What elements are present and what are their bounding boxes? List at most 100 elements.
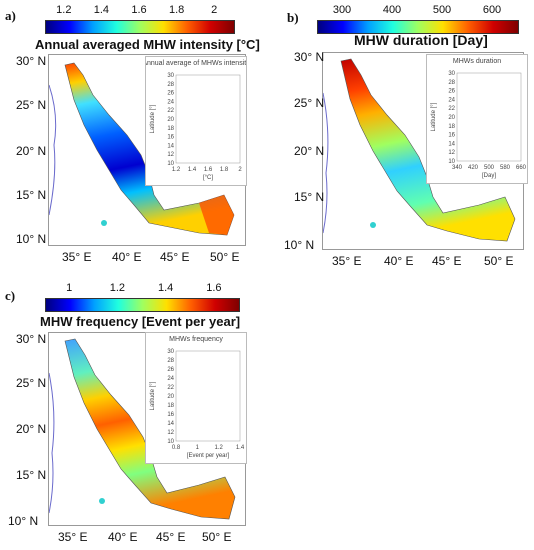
lat-label: 20° N — [16, 144, 47, 158]
inset-xtick-label: 0.8 — [172, 445, 181, 451]
panel-b: b) 300 400 500 600 MHW duration [Day] 30° N… — [272, 0, 534, 270]
inset-ytick-label: 14 — [448, 141, 455, 147]
colorbar-tick-label: 1.4 — [157, 282, 174, 294]
inset-ytick-label: 12 — [167, 152, 174, 158]
lon-label: 50° E — [202, 530, 232, 544]
lat-label: 15° N — [16, 468, 47, 482]
colorbar-tick-label: 400 — [382, 4, 402, 16]
inset-xtick-label: 2 — [238, 167, 242, 173]
inset-ytick-label: 20 — [448, 115, 455, 121]
lat-label: 25° N — [16, 98, 47, 112]
panel-title: MHW duration [Day] — [354, 32, 488, 48]
panel-c: c) 1 1.2 1.4 1.6 MHW frequency [Event per y… — [0, 280, 265, 550]
panel-title: Annual averaged MHW intensity [°C] — [35, 37, 260, 52]
latitude-profile-inset: Annual average of MHWs intensity 30 28 26 24… — [142, 56, 250, 186]
inset-title: Annual average of MHWs intensity — [146, 60, 246, 67]
inset-ytick-label: 18 — [167, 126, 174, 132]
inset-ytick-label: 28 — [167, 82, 174, 88]
lat-label: 30° N — [16, 54, 47, 68]
inset-xtick-label: 1 — [196, 445, 200, 451]
colorbar-tick-label: 500 — [432, 4, 452, 16]
inset-ytick-label: 26 — [167, 367, 174, 373]
island-marker — [370, 222, 376, 228]
inset-xlabel: [Day] — [482, 173, 496, 179]
inset-xtick-label: 340 — [452, 165, 463, 171]
inset-ytick-label: 20 — [167, 394, 174, 400]
colorbar-ticks: 300 400 500 600 — [317, 4, 517, 18]
inset-chart: MHWs frequency 30 28 26 24 22 20 18 16 14 12 100.8 1… — [150, 336, 245, 459]
colorbar-tick-label: 1.8 — [168, 4, 185, 16]
latitude-profile-inset: MHWs duration 30 28 26 24 22 20 18 16 14 12 10 340 42… — [426, 54, 528, 184]
lat-label: 10° N — [16, 232, 47, 246]
lat-label: 30° N — [294, 50, 325, 64]
latitude-profile-inset: MHWs frequency 30 28 26 24 22 20 18 16 14 12 10 0.8 1… — [145, 332, 247, 464]
colorbar-ticks: 1.2 1.4 1.6 1.8 2 — [45, 4, 233, 18]
inset-ytick-label: 12 — [448, 150, 455, 156]
lon-label: 35° E — [62, 250, 92, 264]
inset-frame — [456, 72, 522, 162]
inset-frame — [175, 74, 241, 164]
inset-ytick-label: 12 — [167, 430, 174, 436]
panel-label: a) — [5, 8, 16, 23]
inset-xtick-label: 1.4 — [236, 445, 245, 451]
inset-ylabel: Latitude [°] — [150, 381, 156, 410]
lat-label: 15° N — [294, 190, 325, 204]
lon-label: 50° E — [484, 254, 514, 268]
lon-label: 40° E — [112, 250, 142, 264]
lon-label: 35° E — [58, 530, 88, 544]
panel-label: c) — [5, 288, 16, 303]
inset-ylabel: Latitude [°] — [150, 104, 156, 133]
inset-ytick-label: 24 — [167, 376, 174, 382]
inset-ytick-label: 14 — [167, 143, 174, 149]
inset-ytick-label: 22 — [448, 106, 455, 112]
colorbar-tick-label: 1.6 — [206, 282, 222, 294]
inset-xtick-label: 1.8 — [220, 167, 229, 173]
inset-xlabel: [Event per year] — [187, 453, 230, 459]
red-sea-map — [323, 58, 516, 242]
inset-ytick-label: 16 — [167, 412, 174, 418]
lon-label: 40° E — [108, 530, 138, 544]
inset-ytick-label: 30 — [167, 349, 174, 355]
inset-ytick-label: 28 — [448, 80, 455, 86]
lon-label: 40° E — [384, 254, 414, 268]
colorbar-tick-label: 1.2 — [56, 4, 72, 16]
panel-title: MHW frequency [Event per year] — [40, 314, 241, 329]
sea-shape-c — [64, 338, 236, 520]
inset-ytick-label: 26 — [167, 91, 174, 97]
inset-ytick-label: 20 — [167, 117, 174, 123]
inset-frame — [175, 350, 241, 442]
inset-ytick-label: 26 — [448, 89, 455, 95]
inset-chart: Annual average of MHWs intensity 30 28 26 24… — [142, 60, 250, 181]
lat-label: 25° N — [16, 376, 47, 390]
colorbar-tick-label: 2 — [211, 4, 218, 16]
lat-label: 25° N — [294, 96, 325, 110]
lat-label: 30° N — [16, 332, 47, 346]
lat-label: 15° N — [16, 188, 47, 202]
island-marker — [101, 220, 107, 226]
colorbar-tick-label: 300 — [332, 4, 352, 16]
colorbar-tick-label: 600 — [482, 4, 502, 16]
lat-label: 10° N — [284, 238, 315, 252]
inset-xtick-label: 420 — [468, 165, 479, 171]
lat-label: 10° N — [8, 514, 39, 528]
inset-ytick-label: 18 — [167, 403, 174, 409]
inset-xtick-label: 500 — [484, 165, 495, 171]
inset-ytick-label: 24 — [448, 97, 455, 103]
colorbar-tick-label: 1.2 — [109, 282, 126, 294]
inset-title: MHWs frequency — [169, 336, 223, 343]
inset-ytick-label: 24 — [167, 99, 174, 105]
panel-a: a) 1.2 1.4 1.6 1.8 2 Annual averaged MHW int… — [0, 0, 265, 270]
inset-ylabel: Latitude [°] — [431, 102, 437, 131]
lat-label: 20° N — [294, 144, 325, 158]
inset-ytick-label: 10 — [167, 161, 174, 167]
inset-ytick-label: 18 — [448, 124, 455, 130]
inset-ytick-label: 14 — [167, 421, 174, 427]
red-sea-map — [49, 338, 236, 520]
colorbar-ticks: 1 1.2 1.4 1.6 — [45, 282, 238, 296]
lon-label: 35° E — [332, 254, 362, 268]
inset-ytick-label: 30 — [167, 73, 174, 79]
island-marker — [99, 498, 105, 504]
panel-label: b) — [287, 10, 299, 25]
colorbar-tick-label: 1.4 — [93, 4, 110, 16]
